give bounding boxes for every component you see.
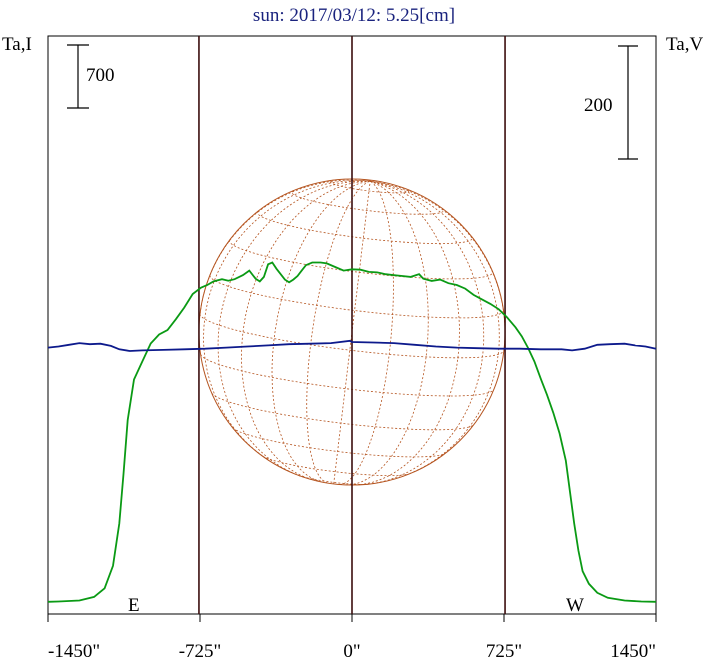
latitude-line [329,179,410,194]
x-tick-label: 725" [486,641,522,662]
right-scale-bar [618,45,638,160]
vertical-reference-lines [198,36,506,614]
longitude-line [339,180,394,485]
series-line-ta-i [47,261,657,603]
longitude-line [370,180,506,351]
longitude-line [368,180,485,485]
longitude-line [306,180,371,484]
left-axis-label: Ta,I [2,34,32,55]
longitude-line [370,180,500,477]
latitude-line [291,190,445,215]
x-tick-label: -725" [179,641,222,662]
x-tick-label: 0" [343,641,360,662]
right-axis-label: Ta,V [666,34,703,55]
longitude-line [241,180,371,480]
longitude-line [356,180,460,486]
latitude-line [209,275,504,319]
series-line-ta-v [47,339,657,352]
longitude-line [333,181,371,484]
solar-disk [198,178,506,486]
east-marker: E [128,595,140,616]
latitude-line [200,354,495,397]
latitude-line [229,239,494,280]
latitude-line [256,210,473,244]
x-axis: -1450" -725" 0" 725" 1450" [47,614,657,662]
left-scale-bar [67,44,89,109]
longitude-line [271,180,371,483]
latitude-line [262,455,410,477]
longitude-line [217,180,371,477]
left-scale-bar-label: 700 [86,65,115,86]
longitude-line [345,180,429,486]
longitude-line [203,180,371,461]
chart-title: sun: 2017/03/12: 5.25[cm] [253,5,455,26]
x-tick-label: 1450" [610,641,656,662]
west-marker: W [566,595,584,616]
x-tick-label: -1450" [48,641,100,662]
series-lines [47,261,657,603]
right-scale-bar-label: 200 [584,95,613,116]
longitude-line [199,179,371,314]
